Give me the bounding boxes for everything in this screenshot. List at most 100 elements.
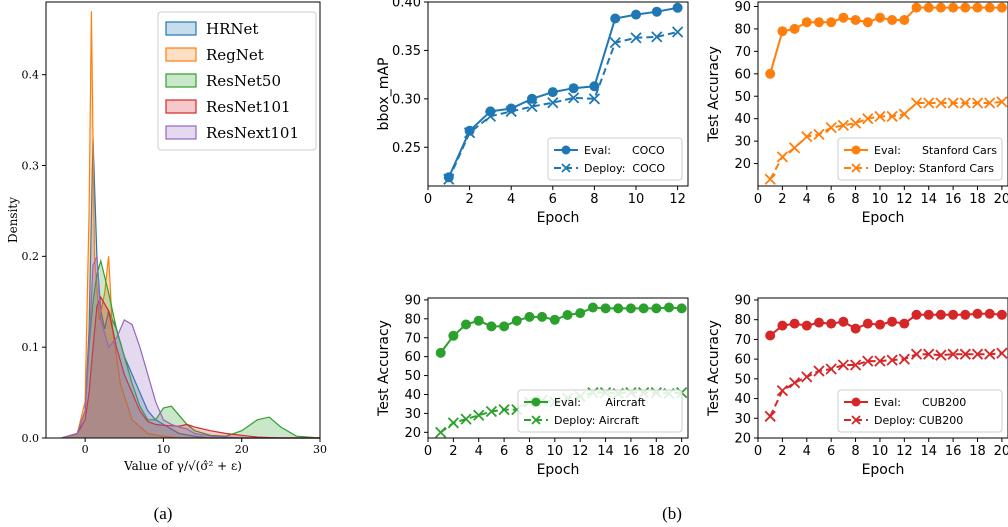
eval-point-cars	[801, 17, 812, 28]
eval-point-aircraft	[537, 311, 548, 322]
y-axis-label: Test Accuracy	[706, 46, 722, 143]
eval-point-cars	[838, 12, 849, 23]
deploy-point-cub	[947, 348, 959, 360]
legend-label: Eval: Stanford Cars	[874, 144, 997, 157]
legend-marker	[851, 145, 861, 155]
axes-frame	[427, 297, 689, 439]
kde-fill-resnet50	[61, 260, 320, 438]
eval-point-cub	[996, 309, 1007, 320]
eval-point-cars	[899, 15, 910, 25]
axes-frame	[757, 1, 1008, 187]
legend-box	[157, 11, 317, 151]
eval-point-cub	[801, 320, 812, 331]
deploy-point-cub	[801, 371, 813, 383]
x-tick-label: 16	[945, 192, 962, 207]
kde-fill-resnet101	[61, 297, 320, 438]
legend-label: RegNet	[206, 46, 264, 64]
eval-point-cars	[875, 12, 885, 23]
x-tick-label: 18	[648, 444, 665, 459]
eval-point-aircraft	[562, 310, 573, 320]
eval-point-cub	[984, 308, 995, 319]
axes-frame	[757, 297, 1008, 439]
deploy-point-cars	[947, 97, 959, 109]
x-tick-label: 10	[156, 443, 170, 456]
eval-point-aircraft	[600, 303, 611, 314]
y-tick-label: 30	[404, 407, 421, 422]
y-tick-label: 0.0	[22, 432, 40, 445]
y-tick-label: 20	[734, 157, 751, 172]
eval-point-cub	[765, 330, 776, 341]
legend-label: Deploy: COCO	[584, 162, 665, 175]
eval-point-cub	[935, 309, 946, 320]
y-tick-label: 0.25	[392, 141, 421, 156]
eval-line-cars	[769, 6, 1002, 75]
deploy-point-coco	[609, 37, 621, 49]
deploy-point-coco	[463, 127, 476, 139]
eval-point-cars	[984, 2, 995, 13]
deploy-point-cub	[971, 348, 984, 360]
deploy-point-cars	[996, 96, 1008, 108]
y-tick-label: 70	[734, 333, 751, 348]
y-tick-label: 40	[734, 112, 751, 127]
deploy-point-coco	[547, 97, 559, 109]
x-tick-label: 4	[803, 192, 811, 207]
deploy-point-aircraft	[435, 426, 447, 438]
deploy-point-cars	[910, 97, 923, 109]
chart-cub: 0 2 4 6 8 10 12 14 16 18 20 20 30 40 50 60 70 80 90 Epoch Te…	[706, 294, 1008, 478]
eval-point-aircraft	[638, 303, 649, 314]
deploy-point-cub	[776, 385, 789, 397]
eval-point-cub	[899, 318, 910, 329]
eval-point-aircraft	[625, 303, 636, 314]
eval-point-coco	[651, 6, 662, 17]
eval-point-coco	[672, 2, 683, 13]
deploy-point-cars	[898, 108, 910, 120]
deploy-point-cars	[886, 110, 898, 123]
y-tick-label: 0.3	[22, 159, 40, 172]
deploy-point-cub	[874, 355, 886, 367]
legend-label: Deploy: Stanford Cars	[874, 162, 994, 175]
y-tick-label: 30	[734, 135, 751, 150]
eval-point-cub	[777, 320, 788, 331]
x-tick-label: 8	[590, 192, 598, 207]
deploy-point-cub	[825, 363, 837, 375]
legend-swatch	[165, 47, 197, 62]
legend-marker	[851, 397, 861, 407]
legend-box	[547, 137, 683, 181]
x-tick-label: 12	[896, 444, 913, 459]
x-tick-label: 20	[235, 443, 249, 456]
deploy-point-cars	[971, 97, 984, 109]
y-axis-label: bbox_mAP	[376, 58, 392, 131]
eval-point-aircraft	[651, 303, 662, 314]
kde-line-resnet101	[61, 295, 320, 439]
axes-frame	[45, 1, 321, 439]
eval-point-cars	[814, 17, 824, 28]
legend-marker	[561, 145, 571, 155]
deploy-point-cub	[849, 359, 862, 371]
eval-point-cub	[789, 318, 800, 329]
x-tick-label: 12	[896, 192, 913, 207]
eval-point-cars	[935, 2, 946, 13]
x-tick-label: 12	[669, 192, 686, 207]
y-axis-label: Test Accuracy	[376, 320, 392, 417]
deploy-point-cub	[862, 355, 874, 367]
y-tick-label: 80	[734, 22, 751, 37]
legend-swatch	[165, 125, 197, 140]
x-tick-label: 14	[920, 444, 937, 459]
legend-marker	[561, 163, 571, 173]
deploy-point-cars	[764, 173, 776, 185]
eval-point-aircraft	[499, 321, 510, 332]
eval-point-cub	[838, 316, 849, 327]
x-tick-label: 10	[628, 192, 645, 207]
eval-point-cub	[887, 316, 898, 327]
x-tick-label: 6	[827, 192, 835, 207]
deploy-point-cub	[996, 347, 1008, 359]
y-tick-label: 60	[404, 350, 421, 365]
eval-point-cars	[948, 2, 959, 13]
y-tick-label: 0.2	[22, 250, 40, 263]
x-axis-label: Epoch	[862, 462, 905, 478]
legend-swatch	[165, 73, 197, 88]
legend-label: Deploy: CUB200	[874, 414, 963, 427]
legend-label: ResNet101	[206, 98, 291, 116]
x-tick-label: 6	[549, 192, 557, 207]
eval-point-cars	[777, 26, 788, 37]
